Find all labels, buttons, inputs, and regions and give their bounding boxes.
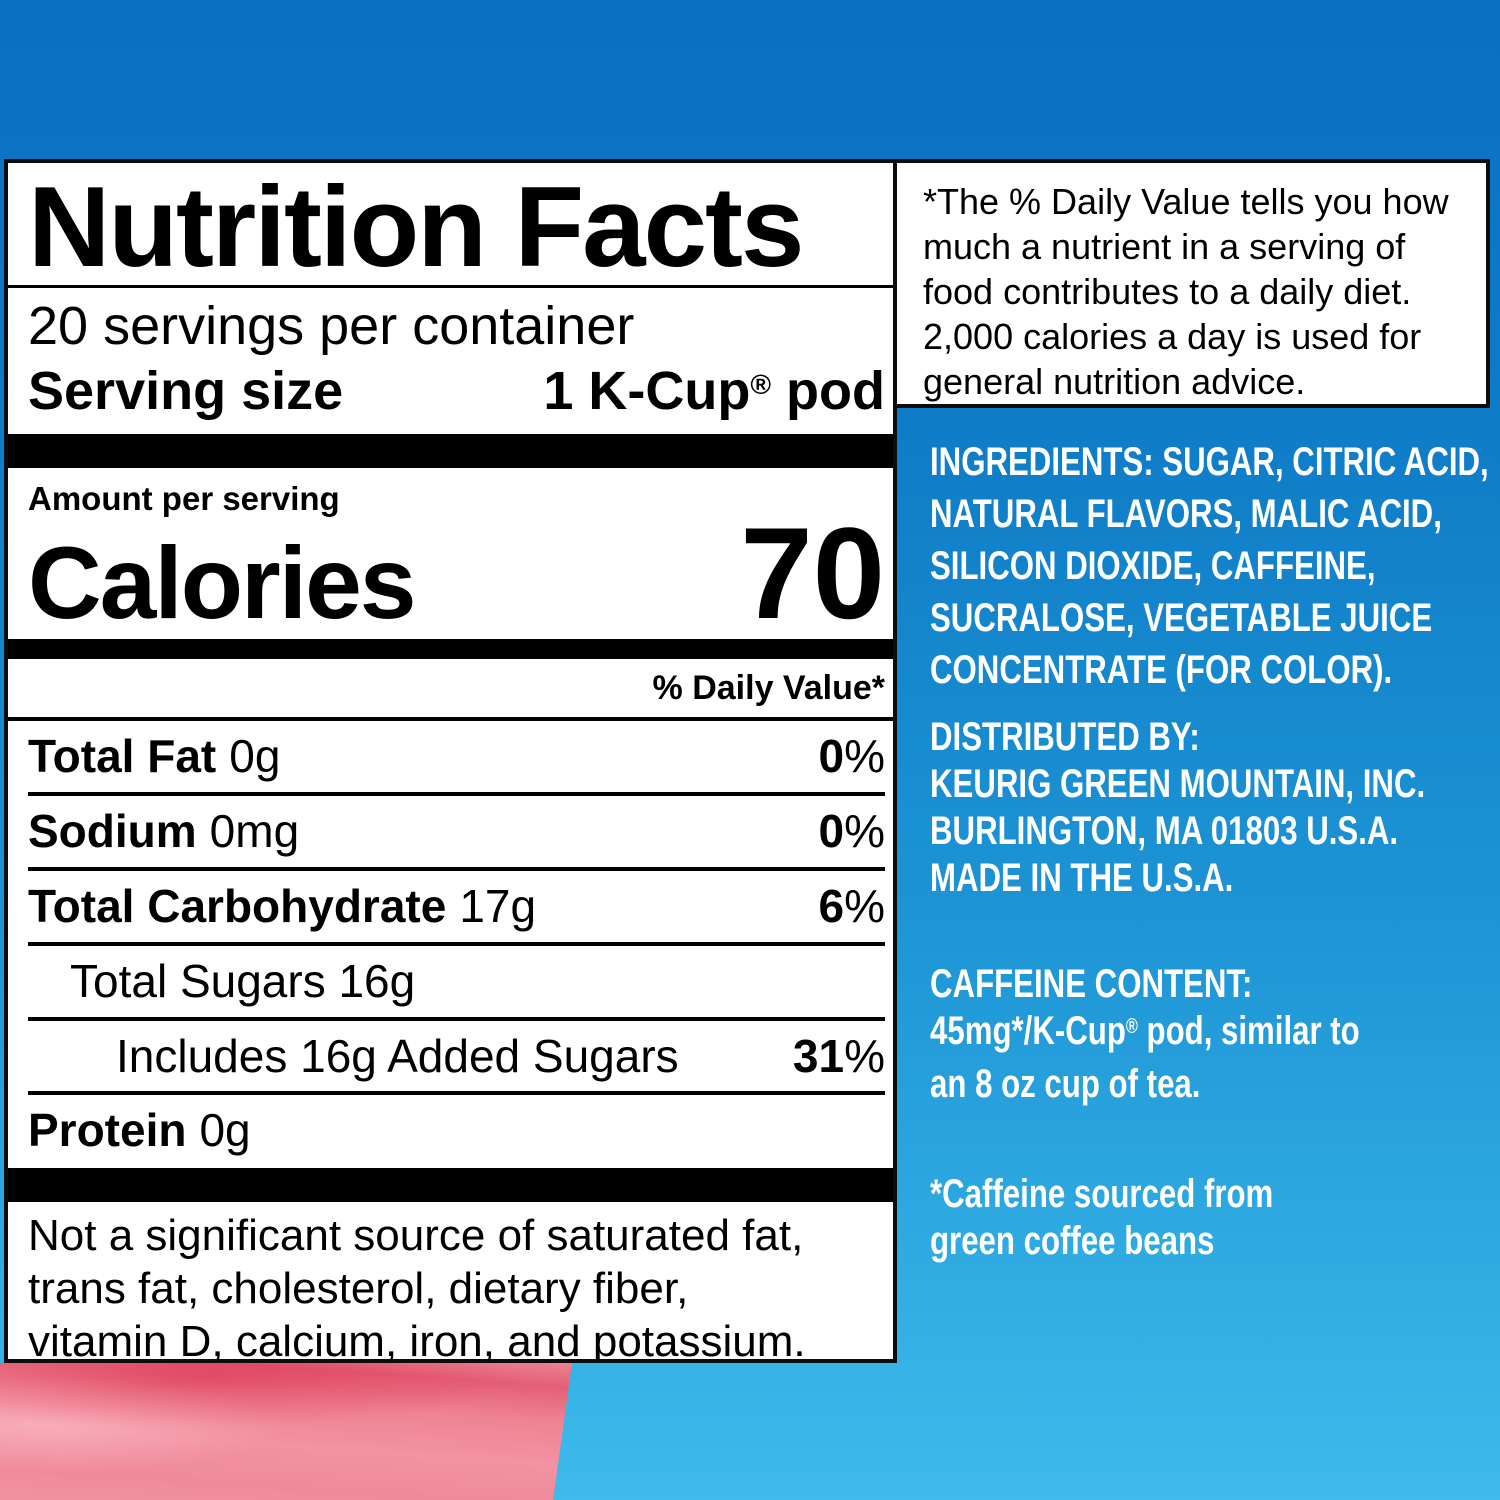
nutrient-name: Total Sugars 16g [70,954,416,1007]
row-protein: Protein 0g [28,1095,885,1166]
ingredients-line: SILICON DIOXIDE, CAFFEINE, [930,544,1376,588]
calories-value: 70 [740,499,885,646]
title-divider [8,285,893,288]
thick-divider-bar-bottom [8,1168,893,1203]
registered-mark-icon: ® [1125,1014,1138,1038]
amount-per-serving-label: Amount per serving [28,479,340,517]
daily-value: 6% [818,879,886,932]
row-total-sugars: Total Sugars 16g [28,946,885,1021]
row-total-fat: Total Fat 0g 0% [28,721,885,796]
daily-value-note-box: *The % Daily Value tells you how much a … [893,159,1490,408]
caffeine-source-line: green coffee beans [930,1219,1215,1263]
distributor-text: DISTRIBUTED BY: KEURIG GREEN MOUNTAIN, I… [930,714,1500,902]
nutrient-name: Total Fat 0g [28,729,281,782]
row-sodium: Sodium 0mg 0% [28,796,885,871]
pink-drink-photo [0,1363,572,1500]
distributor-line: DISTRIBUTED BY: [930,715,1200,759]
not-significant-note: Not a significant source of saturated fa… [28,1209,885,1363]
note-line: food contributes to a daily diet. [923,271,1412,312]
medium-divider-bar [8,638,893,659]
row-added-sugars: Includes 16g Added Sugars 31% [28,1021,885,1096]
registered-mark-icon: ® [750,369,772,401]
daily-value: 0% [818,729,886,782]
servings-per-container: 20 servings per container [28,296,635,356]
nutrient-name: Total Carbohydrate 17g [28,879,537,932]
serving-size-value: 1 K-Cup® pod [543,361,885,422]
calories-row: Calories 70 [28,499,885,646]
row-total-carbohydrate: Total Carbohydrate 17g 6% [28,871,885,946]
serving-size-row: Serving size 1 K-Cup® pod [28,361,885,422]
ingredients-line: INGREDIENTS: SUGAR, CITRIC ACID, [930,440,1489,484]
caffeine-content-line: an 8 oz cup of tea. [930,1062,1201,1106]
ingredients-line: SUCRALOSE, VEGETABLE JUICE [930,596,1433,640]
nutrient-name: Protein 0g [28,1104,251,1157]
caffeine-source-text: *Caffeine sourced from green coffee bean… [930,1171,1500,1265]
serving-size-label: Serving size [28,361,344,422]
daily-value-header: % Daily Value* [652,668,885,707]
caffeine-source-line: *Caffeine sourced from [930,1172,1274,1216]
caffeine-content-heading: CAFFEINE CONTENT: [930,962,1253,1006]
note-line: *The % Daily Value tells you how [923,181,1449,222]
daily-value: 31% [792,1029,885,1082]
caffeine-content-text: CAFFEINE CONTENT: 45mg*/K-Cup® pod, simi… [930,961,1500,1108]
note-line: vitamin D, calcium, iron, and potassium. [28,1317,806,1363]
thick-divider-bar [8,433,893,468]
note-line: trans fat, cholesterol, dietary fiber, [28,1264,689,1314]
distributor-line: BURLINGTON, MA 01803 U.S.A. [930,809,1399,853]
distributor-line: MADE IN THE U.S.A. [930,856,1234,900]
nutrient-name: Includes 16g Added Sugars [116,1029,679,1082]
distributor-line: KEURIG GREEN MOUNTAIN, INC. [930,762,1426,806]
caffeine-content-line: 45mg*/K-Cup® pod, similar to [930,1009,1360,1053]
note-line: 2,000 calories a day is used for [923,316,1422,357]
note-line: general nutrition advice. [923,361,1306,402]
ingredients-text: INGREDIENTS: SUGAR, CITRIC ACID, NATURAL… [930,436,1500,696]
calories-label: Calories [28,525,417,640]
nutrient-name: Sodium 0mg [28,804,300,857]
ingredients-line: CONCENTRATE (FOR COLOR). [930,648,1393,692]
ingredients-line: NATURAL FLAVORS, MALIC ACID, [930,492,1442,536]
note-line: much a nutrient in a serving of [923,226,1406,267]
row-divider [8,716,893,721]
note-line: Not a significant source of saturated fa… [28,1211,804,1261]
nutrition-facts-title: Nutrition Facts [28,164,804,291]
daily-value: 0% [818,804,886,857]
nutrition-facts-panel: Nutrition Facts 20 servings per containe… [4,159,897,1363]
